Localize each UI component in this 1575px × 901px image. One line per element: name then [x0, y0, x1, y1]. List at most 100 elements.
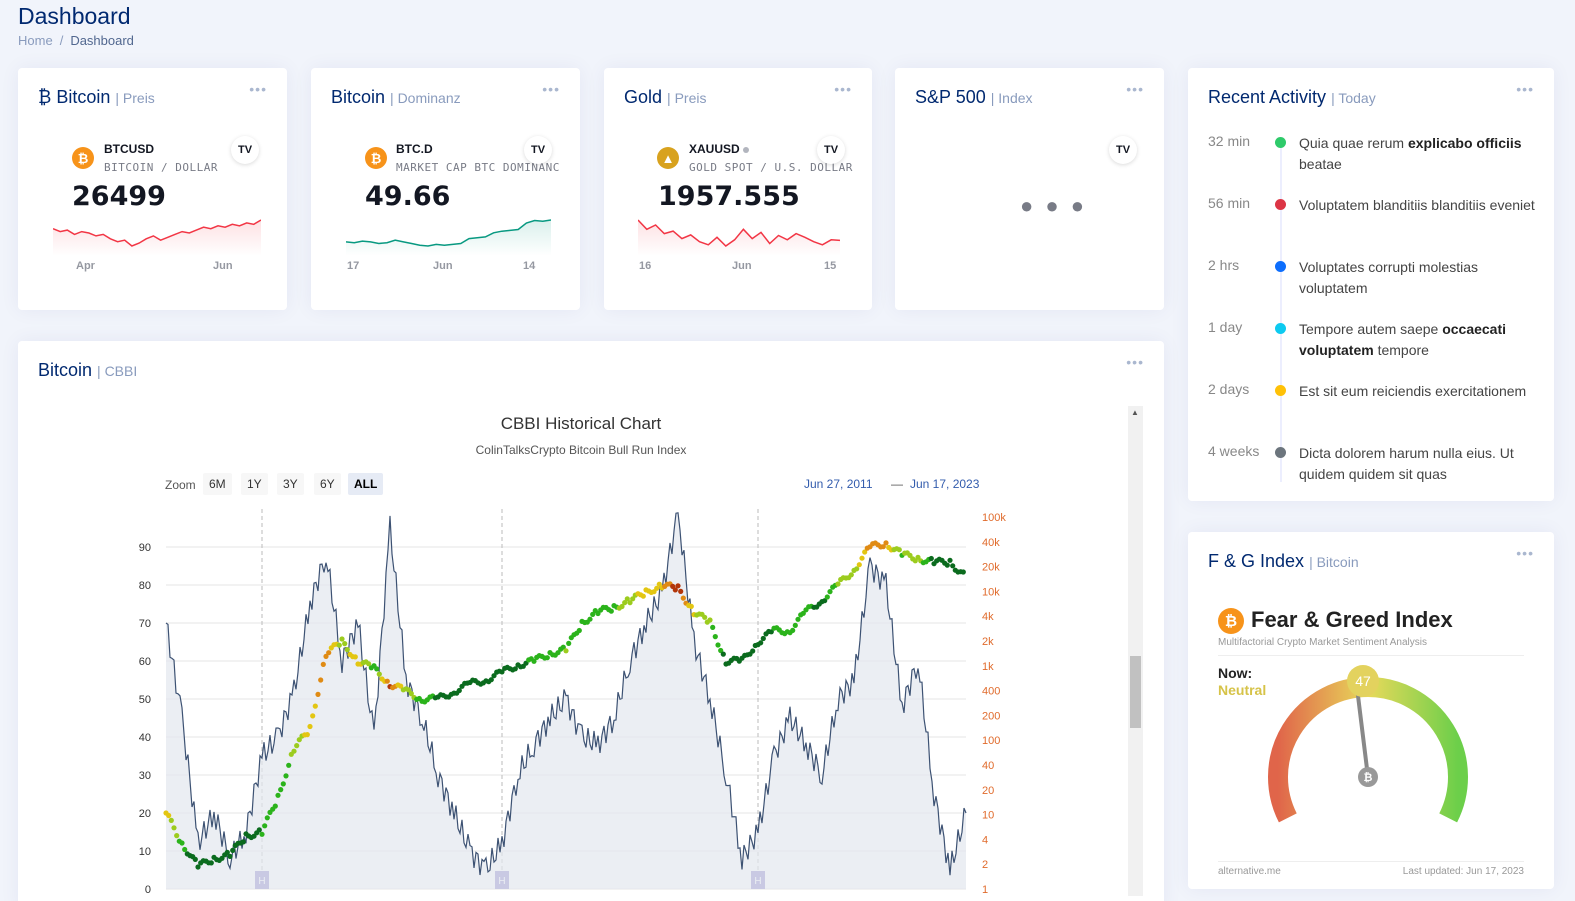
price-point [336, 642, 342, 648]
price-point [758, 640, 764, 646]
zoom-label: Zoom [165, 478, 196, 492]
card-title: F & G Index | Bitcoin [1208, 551, 1359, 571]
zoom-6m-button[interactable]: 6M [203, 473, 232, 495]
activity-dot-icon [1275, 199, 1286, 210]
y-left-tick: 70 [139, 618, 151, 630]
y-left-tick: 60 [139, 656, 151, 668]
zoom-all-button[interactable]: ALL [348, 473, 384, 495]
gold-price-card: Gold | Preis ••• ▲ XAUUSD GOLD SPOT / U.… [604, 68, 872, 310]
chart-scrollbar[interactable]: ▲ [1128, 406, 1143, 896]
price-point [174, 833, 180, 839]
price-point [171, 825, 177, 831]
y-right-tick: 10 [982, 810, 994, 822]
price-point [352, 654, 358, 660]
range-from-input[interactable]: Jun 27, 2011 [804, 477, 873, 491]
scroll-thumb[interactable] [1130, 656, 1141, 728]
activity-item: 2 hrs Voluptates corrupti molestias volup… [1188, 257, 1554, 317]
card-title: Bitcoin | Dominanz [331, 87, 461, 107]
price-point [822, 598, 828, 604]
price-point [790, 627, 796, 633]
more-options-icon[interactable]: ••• [1516, 545, 1534, 561]
more-options-icon[interactable]: ••• [249, 81, 267, 97]
y-left-tick: 10 [139, 846, 151, 858]
sparkline-chart [53, 219, 261, 256]
price-point [835, 581, 841, 587]
price-point [512, 666, 518, 672]
price-point [315, 691, 321, 697]
ticker-price: 26499 [72, 181, 166, 212]
price-point [272, 803, 278, 809]
y-left-tick: 0 [145, 884, 151, 896]
price-point [312, 703, 318, 709]
price-point [619, 603, 625, 610]
price-point [291, 748, 297, 754]
more-options-icon[interactable]: ••• [834, 81, 852, 97]
y-right-tick: 10k [982, 586, 1000, 598]
price-point [859, 555, 865, 561]
tradingview-logo-icon[interactable]: TV [524, 136, 552, 164]
price-point [230, 847, 236, 853]
range-to-input[interactable]: Jun 17, 2023 [910, 477, 980, 491]
price-point [856, 562, 862, 568]
price-point [792, 622, 798, 628]
more-options-icon[interactable]: ••• [542, 81, 560, 97]
card-title: S&P 500 | Index [915, 87, 1033, 107]
price-point [675, 583, 681, 589]
price-point [680, 595, 686, 601]
price-point [531, 658, 537, 664]
price-point [323, 653, 329, 659]
y-right-tick: 20 [982, 785, 994, 797]
sparkline-chart [638, 219, 840, 256]
tradingview-logo-icon[interactable]: TV [231, 136, 259, 164]
price-point [344, 647, 350, 653]
price-point [712, 634, 718, 640]
activity-text: Tempore autem saepe occaecati voluptatem… [1299, 321, 1507, 358]
price-point [182, 846, 188, 853]
price-point [555, 650, 561, 656]
tradingview-logo-icon[interactable]: TV [1109, 136, 1137, 164]
ticker-symbol[interactable]: BTC.D [396, 142, 433, 156]
price-point [294, 743, 300, 749]
fg-source-label[interactable]: alternative.me [1218, 866, 1281, 877]
cbbi-chart[interactable]: 0 10 20 30 40 50 60 70 80 90 1 2 4 10 20 40 100 200 400 1k 2… [118, 501, 1028, 901]
ticker-symbol[interactable]: XAUUSD [689, 142, 749, 156]
fg-gauge: ₿ 47 [1268, 665, 1468, 823]
more-options-icon[interactable]: ••• [1516, 81, 1534, 97]
price-point [376, 671, 382, 677]
price-point [950, 563, 956, 569]
zoom-6y-button[interactable]: 6Y [314, 473, 341, 495]
activity-text: Voluptates corrupti molestias voluptatem [1299, 259, 1478, 296]
price-point [283, 773, 289, 779]
price-point [595, 610, 601, 617]
price-point [456, 687, 462, 694]
y-left-tick: 40 [139, 732, 151, 744]
price-point [275, 792, 281, 798]
price-point [264, 815, 270, 821]
price-point [654, 585, 660, 591]
sparkline-line [346, 219, 551, 247]
price-point [208, 860, 214, 866]
activity-dot-icon [1275, 385, 1286, 396]
tradingview-logo-icon[interactable]: TV [817, 136, 845, 164]
price-point [179, 840, 185, 846]
market-status-icon [742, 146, 749, 153]
zoom-3y-button[interactable]: 3Y [277, 473, 304, 495]
gauge-hub-icon [1358, 767, 1378, 787]
breadcrumb-home[interactable]: Home [18, 33, 53, 48]
price-point [688, 603, 694, 609]
gauge-hub-label: ₿ [1364, 772, 1373, 784]
scroll-up-icon[interactable]: ▲ [1131, 408, 1139, 417]
y-right-tick: 400 [982, 686, 1000, 698]
more-options-icon[interactable]: ••• [1126, 81, 1144, 97]
ticker-symbol[interactable]: BTCUSD [104, 142, 154, 156]
price-point [824, 594, 830, 600]
cbbi-card: Bitcoin | CBBI ••• CBBI Historical Chart… [18, 341, 1164, 901]
fg-classification: Neutral [1218, 682, 1267, 698]
price-point [848, 572, 854, 578]
price-point [883, 540, 889, 546]
activity-dot-icon [1275, 447, 1286, 458]
zoom-1y-button[interactable]: 1Y [241, 473, 268, 495]
more-options-icon[interactable]: ••• [1126, 354, 1144, 370]
price-point [318, 677, 324, 683]
activity-time: 2 days [1208, 381, 1250, 397]
